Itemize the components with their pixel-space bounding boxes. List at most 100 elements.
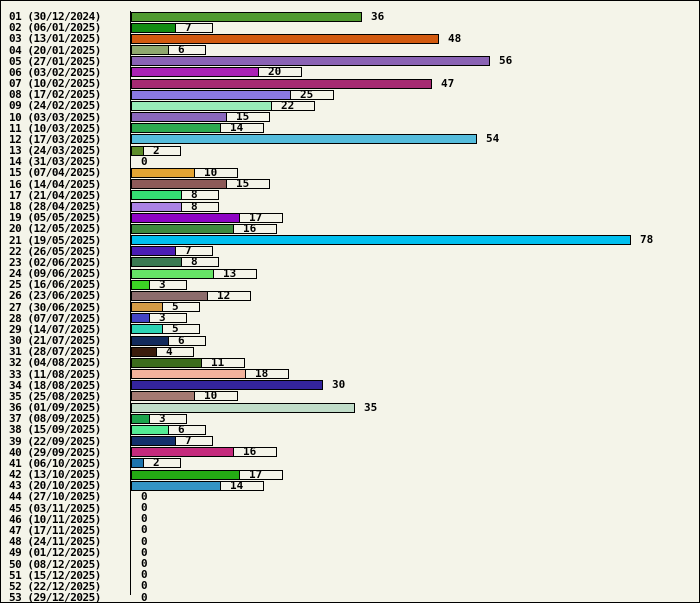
chart-row: 49 (01/12/2025) 0: [1, 545, 699, 559]
chart-row: 02 (06/01/2025) 7: [1, 22, 699, 33]
value-label: 8: [182, 201, 219, 212]
chart-row: 08 (17/02/2025) 25: [1, 89, 699, 100]
bar: [131, 235, 631, 246]
bar-zone: 0: [131, 536, 699, 547]
week-label: 30 (21/07/2025): [9, 334, 101, 348]
value-label: 2: [144, 145, 181, 156]
chart-row: 42 (13/10/2025) 17: [1, 469, 699, 480]
value-label: 16: [234, 446, 278, 458]
bar-zone: 48: [131, 33, 699, 44]
value-label: 20: [259, 66, 303, 78]
week-label: 18 (28/04/2025): [9, 200, 101, 213]
chart-row: 10 (03/03/2025) 15: [1, 111, 699, 123]
value-label: 48: [448, 31, 462, 45]
value-label: 0: [141, 501, 148, 515]
week-label: 41 (06/10/2025): [9, 456, 101, 470]
bar: [131, 223, 234, 234]
chart-row: 33 (11/08/2025) 18: [1, 367, 699, 381]
chart-row: 12 (17/03/2025) 54: [1, 132, 699, 146]
chart-rows: 01 (30/12/2024) 36 02 (06/01/2025) 7 03 (13/…: [1, 11, 699, 602]
value-label: 2: [144, 457, 181, 469]
week-label: 15 (07/04/2025): [9, 166, 101, 180]
bar-zone: 3: [131, 312, 699, 324]
chart-row: 32 (04/08/2025) 11: [1, 357, 699, 368]
value-label: 13: [214, 268, 258, 279]
chart-row: 40 (29/09/2025) 16: [1, 446, 699, 458]
chart-row: 04 (20/01/2025) 6: [1, 43, 699, 57]
bar-zone: 54: [131, 132, 699, 146]
bar-zone: 10: [131, 167, 699, 178]
bar: [131, 212, 240, 223]
bar-zone: 6: [131, 44, 699, 56]
chart-row: 03 (13/01/2025) 48: [1, 33, 699, 45]
bar-zone: 0: [131, 513, 699, 525]
value-label: 78: [640, 233, 654, 247]
value-label: 0: [141, 557, 148, 570]
bar: [131, 100, 272, 111]
bar: [131, 11, 362, 22]
bar: [131, 134, 477, 145]
bar: [131, 145, 144, 156]
bar: [131, 335, 169, 346]
chart-row: 27 (30/06/2025) 5: [1, 300, 699, 314]
week-label: 06 (03/02/2025): [9, 65, 101, 79]
week-label: 17 (21/04/2025): [9, 188, 101, 202]
week-label: 33 (11/08/2025): [9, 367, 101, 381]
week-label: 20 (12/05/2025): [9, 222, 101, 236]
bar: [131, 67, 259, 78]
bar-zone: 56: [131, 55, 699, 67]
value-label: 8: [182, 256, 219, 268]
bar-zone: 36: [131, 11, 699, 22]
bar: [131, 290, 208, 301]
bar: [131, 413, 150, 424]
bar-zone: 10: [131, 390, 699, 402]
week-label: 42 (13/10/2025): [9, 468, 101, 482]
week-label: 27 (30/06/2025): [9, 300, 101, 314]
bar-zone: 25: [131, 89, 699, 100]
week-label: 04 (20/01/2025): [9, 43, 101, 57]
value-label: 15: [227, 178, 271, 190]
chart-row: 29 (14/07/2025) 5: [1, 323, 699, 335]
value-label: 0: [141, 154, 148, 168]
chart-row: 06 (03/02/2025) 20: [1, 65, 699, 79]
chart-row: 36 (01/09/2025) 35: [1, 402, 699, 414]
bar: [131, 324, 163, 335]
bar: [131, 447, 234, 458]
bar: [131, 45, 169, 56]
value-label: 7: [176, 22, 213, 33]
week-label: 43 (20/10/2025): [9, 479, 101, 493]
value-label: 0: [141, 545, 148, 559]
bar: [131, 369, 246, 380]
week-label: 11 (10/03/2025): [9, 121, 101, 135]
week-label: 47 (17/11/2025): [9, 523, 101, 537]
value-label: 6: [169, 44, 206, 56]
week-label: 13 (24/03/2025): [9, 144, 101, 158]
week-label: 05 (27/01/2025): [9, 54, 101, 68]
week-label: 09 (24/02/2025): [9, 99, 101, 113]
chart-row: 50 (08/12/2025) 0: [1, 557, 699, 570]
bar-zone: 5: [131, 301, 699, 313]
bar-zone: 13: [131, 268, 699, 279]
chart-row: 28 (07/07/2025) 3: [1, 312, 699, 324]
value-label: 0: [141, 579, 148, 593]
bar: [131, 391, 195, 402]
bar-zone: 17: [131, 469, 699, 480]
chart-row: 17 (21/04/2025) 8: [1, 188, 699, 202]
bar: [131, 179, 227, 190]
bar-zone: 0: [131, 524, 699, 536]
chart-row: 13 (24/03/2025) 2: [1, 145, 699, 156]
bar-zone: 18: [131, 368, 699, 380]
value-label: 7: [176, 435, 213, 447]
value-label: 0: [141, 568, 148, 582]
bar: [131, 78, 432, 89]
bar-zone: 8: [131, 189, 699, 201]
bar-zone: 30: [131, 379, 699, 391]
bar-zone: 7: [131, 435, 699, 447]
bar-zone: 20: [131, 66, 699, 78]
week-label: 39 (22/09/2025): [9, 434, 101, 448]
value-label: 54: [486, 132, 500, 146]
chart-row: 37 (08/09/2025) 3: [1, 413, 699, 424]
value-label: 11: [202, 357, 246, 368]
bar: [131, 458, 144, 469]
